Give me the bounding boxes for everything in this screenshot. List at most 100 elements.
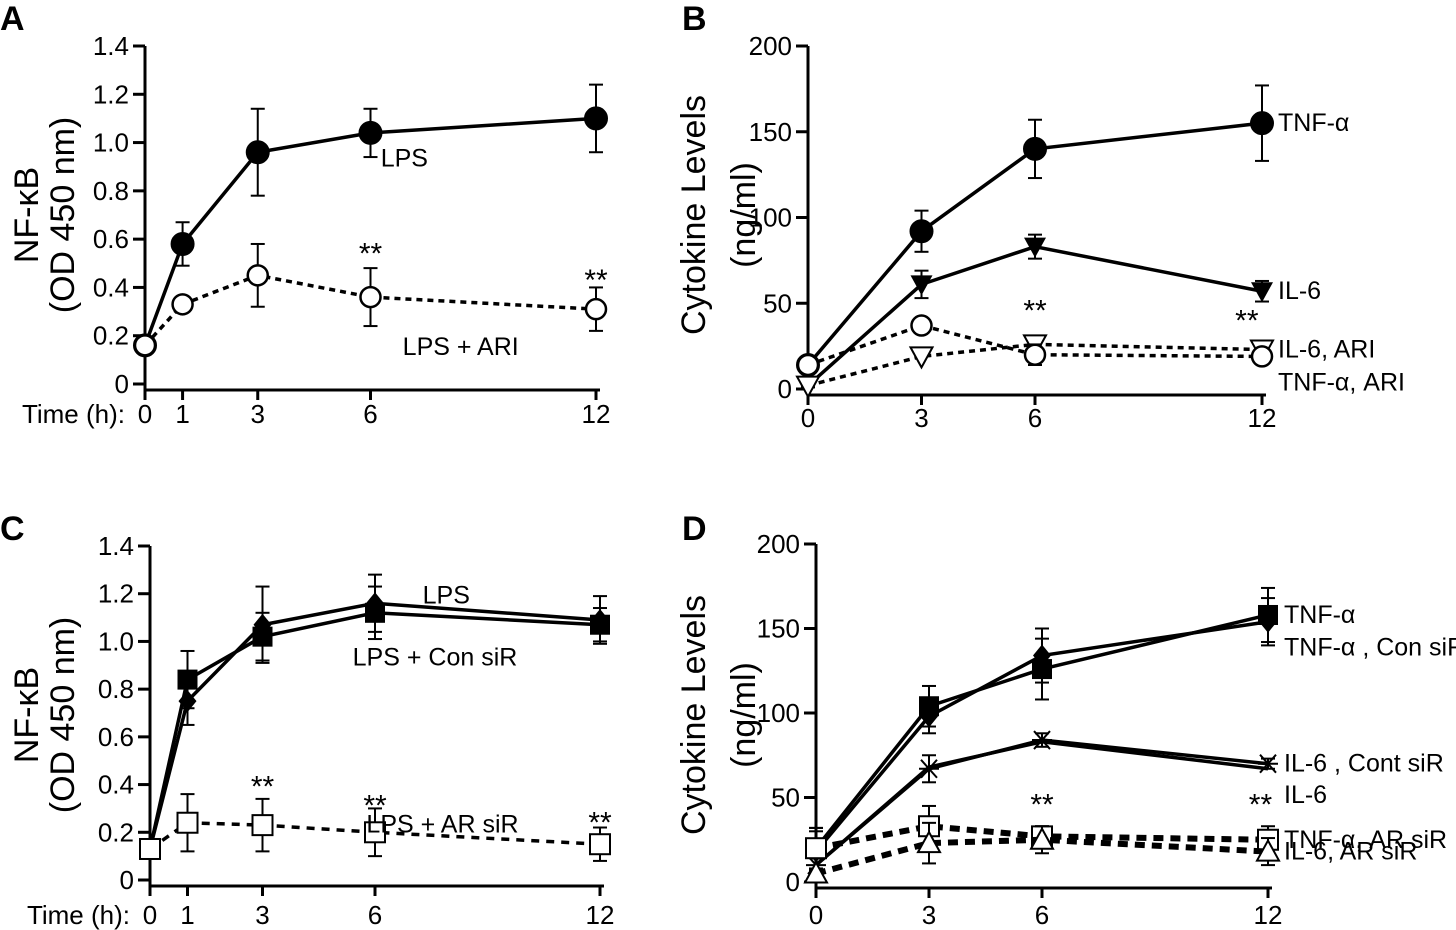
y-tick-label: 1.0 — [93, 128, 129, 158]
y-tick-label: 0 — [778, 374, 792, 404]
x-tick-label: 6 — [368, 900, 382, 930]
panel-d: D 0 50 100 150 200 0 3 6 12 Cytokine Levels (ng/ml)… — [675, 510, 1456, 930]
panel-label: D — [682, 510, 707, 548]
series-line — [815, 823, 1269, 852]
data-point — [1023, 343, 1047, 366]
data-point — [1258, 754, 1278, 774]
data-point — [1255, 838, 1281, 862]
panel-b: B 0 50 100 150 200 0 3 6 12 Cytokine Levels (ng/ml)… — [675, 0, 1405, 433]
x-tick-label: 3 — [922, 900, 936, 930]
series-il-6 — [797, 233, 1273, 397]
significance-marker: ** — [359, 237, 383, 270]
y-tick-label: 150 — [749, 117, 792, 147]
y-tick-label: 1.2 — [98, 579, 134, 609]
data-point — [590, 614, 610, 635]
significance-marker: ** — [1023, 294, 1047, 327]
x-tick-label: 3 — [914, 403, 928, 433]
x-tick-label: 0 — [143, 900, 157, 930]
series-il-6-ar-sir — [803, 821, 1281, 884]
data-point — [908, 346, 935, 370]
data-point — [1024, 237, 1046, 258]
y-tick-label: 200 — [749, 31, 792, 61]
data-point — [589, 833, 611, 856]
annotation-label: LPS — [381, 145, 428, 173]
y-tick-label: 0.8 — [93, 176, 129, 206]
significance-marker: ** — [1235, 305, 1259, 338]
data-point — [1033, 644, 1051, 667]
y-tick-label: 0.2 — [93, 321, 129, 351]
data-point — [170, 231, 195, 256]
x-tick-label: 12 — [1248, 403, 1277, 433]
y-tick-label: 1.0 — [98, 626, 134, 656]
y-tick-label: 1.4 — [98, 531, 134, 561]
panel-label: A — [0, 0, 25, 38]
data-point — [245, 140, 270, 165]
y-tick-label: 50 — [771, 783, 800, 813]
significance-marker: ** — [363, 790, 387, 823]
annotation-label: LPS — [423, 581, 470, 609]
x-tick-label: 12 — [1254, 900, 1283, 930]
x-tick-label: 0 — [809, 900, 823, 930]
x-axis-label: Time (h): — [27, 900, 130, 930]
series-line — [806, 244, 1263, 387]
data-point — [909, 219, 934, 244]
data-point — [251, 814, 274, 837]
x-tick-label: 3 — [255, 900, 269, 930]
series-line — [815, 836, 1269, 877]
y-axis-label: (OD 450 nm) — [44, 117, 82, 314]
series-label: TNF-α , Con siR — [1284, 634, 1456, 662]
annotation-label: LPS + Con siR — [353, 643, 518, 671]
panel-label: B — [682, 0, 707, 38]
series-line — [814, 620, 1269, 853]
series-line — [807, 323, 1263, 367]
data-point — [176, 811, 199, 834]
data-point — [805, 837, 827, 860]
data-point — [803, 860, 829, 884]
series-label: IL-6, AR siR — [1284, 838, 1417, 866]
y-tick-label: 0 — [115, 369, 129, 399]
x-tick-label: 0 — [138, 399, 152, 429]
data-point — [910, 314, 933, 337]
y-axis-label: (OD 450 nm) — [44, 617, 82, 814]
x-tick-label: 6 — [1035, 900, 1049, 930]
data-point — [796, 353, 820, 377]
data-point — [246, 264, 269, 287]
data-point — [139, 837, 161, 860]
x-tick-label: 1 — [180, 900, 194, 930]
significance-marker: ** — [1030, 788, 1054, 821]
y-axis-label: NF-κB — [8, 667, 46, 763]
series-label: IL-6 , Cont siR — [1284, 750, 1444, 778]
series-line — [814, 739, 1269, 867]
y-axis-label: Cytokine Levels — [675, 95, 713, 335]
data-point — [364, 821, 386, 844]
x-tick-label: 3 — [251, 399, 265, 429]
series-label: TNF-α, AR siR — [1284, 826, 1447, 854]
data-point — [1250, 345, 1274, 368]
x-tick-label: 12 — [586, 900, 615, 930]
y-tick-label: 100 — [749, 203, 792, 233]
series-lps — [133, 83, 608, 358]
series-lps-ar-sir — [139, 793, 611, 862]
significance-marker: ** — [584, 264, 608, 297]
data-point — [916, 830, 942, 854]
data-point — [795, 375, 821, 399]
data-point — [1029, 826, 1055, 850]
y-axis-label: NF-κB — [8, 167, 46, 263]
data-point — [920, 705, 938, 728]
data-point — [177, 669, 198, 690]
panel-label: C — [0, 510, 25, 548]
y-tick-label: 0.6 — [98, 722, 134, 752]
y-tick-label: 100 — [757, 698, 800, 728]
x-tick-label: 12 — [582, 399, 611, 429]
series-label: IL-6 — [1278, 277, 1321, 305]
y-tick-label: 0 — [786, 867, 800, 897]
y-tick-label: 0 — [120, 865, 134, 895]
y-axis-label: (ng/ml) — [725, 162, 763, 268]
data-point — [252, 626, 273, 647]
series-label: TNF-α — [1284, 601, 1355, 629]
y-tick-label: 1.4 — [93, 31, 129, 61]
data-point — [133, 334, 157, 357]
series-il-6 — [814, 739, 1269, 867]
